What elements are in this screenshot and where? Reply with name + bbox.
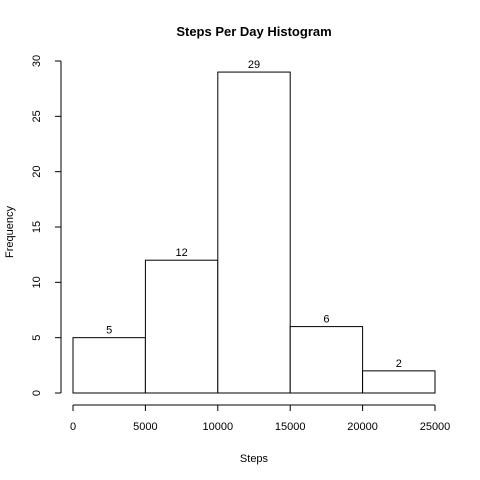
- bar-count-label-2: 12: [175, 247, 187, 259]
- y-tick-label-6: 25: [31, 110, 43, 122]
- histogram-bar-3: [217, 71, 291, 394]
- x-tick-label-1: 0: [70, 421, 76, 433]
- bar-count-label-4: 6: [323, 314, 329, 326]
- histogram-bar-2: [144, 259, 219, 394]
- y-axis-label: Frequency: [4, 206, 16, 258]
- x-axis-label: Steps: [240, 453, 269, 465]
- y-tick-label-5: 20: [31, 166, 43, 178]
- x-tick-label-5: 20000: [347, 421, 378, 433]
- y-tick-label-3: 10: [31, 276, 43, 288]
- y-tick-label-4: 15: [31, 221, 43, 233]
- x-tick-label-3: 10000: [203, 421, 234, 433]
- bar-count-label-3: 29: [248, 59, 260, 71]
- histogram-bar-4: [289, 326, 364, 394]
- x-tick-label-2: 5000: [133, 421, 157, 433]
- y-tick-label-2: 5: [31, 335, 43, 341]
- bar-count-label-5: 2: [396, 358, 402, 370]
- histogram-bar-1: [72, 337, 146, 394]
- bar-count-label-1: 5: [106, 325, 112, 337]
- y-axis: 0 5 10 15 20 25 30: [31, 55, 62, 396]
- histogram-bar-5: [362, 370, 436, 394]
- bars-group: [72, 71, 436, 394]
- x-axis: 0 5000 10000 15000 20000 25000: [70, 404, 451, 433]
- x-tick-label-4: 15000: [275, 421, 306, 433]
- y-tick-label-7: 30: [31, 55, 43, 67]
- chart-title: Steps Per Day Histogram: [176, 24, 331, 39]
- x-tick-label-6: 25000: [420, 421, 451, 433]
- y-tick-label-1: 0: [31, 390, 43, 396]
- data-labels-group: 5 12 29 6 2: [106, 59, 402, 370]
